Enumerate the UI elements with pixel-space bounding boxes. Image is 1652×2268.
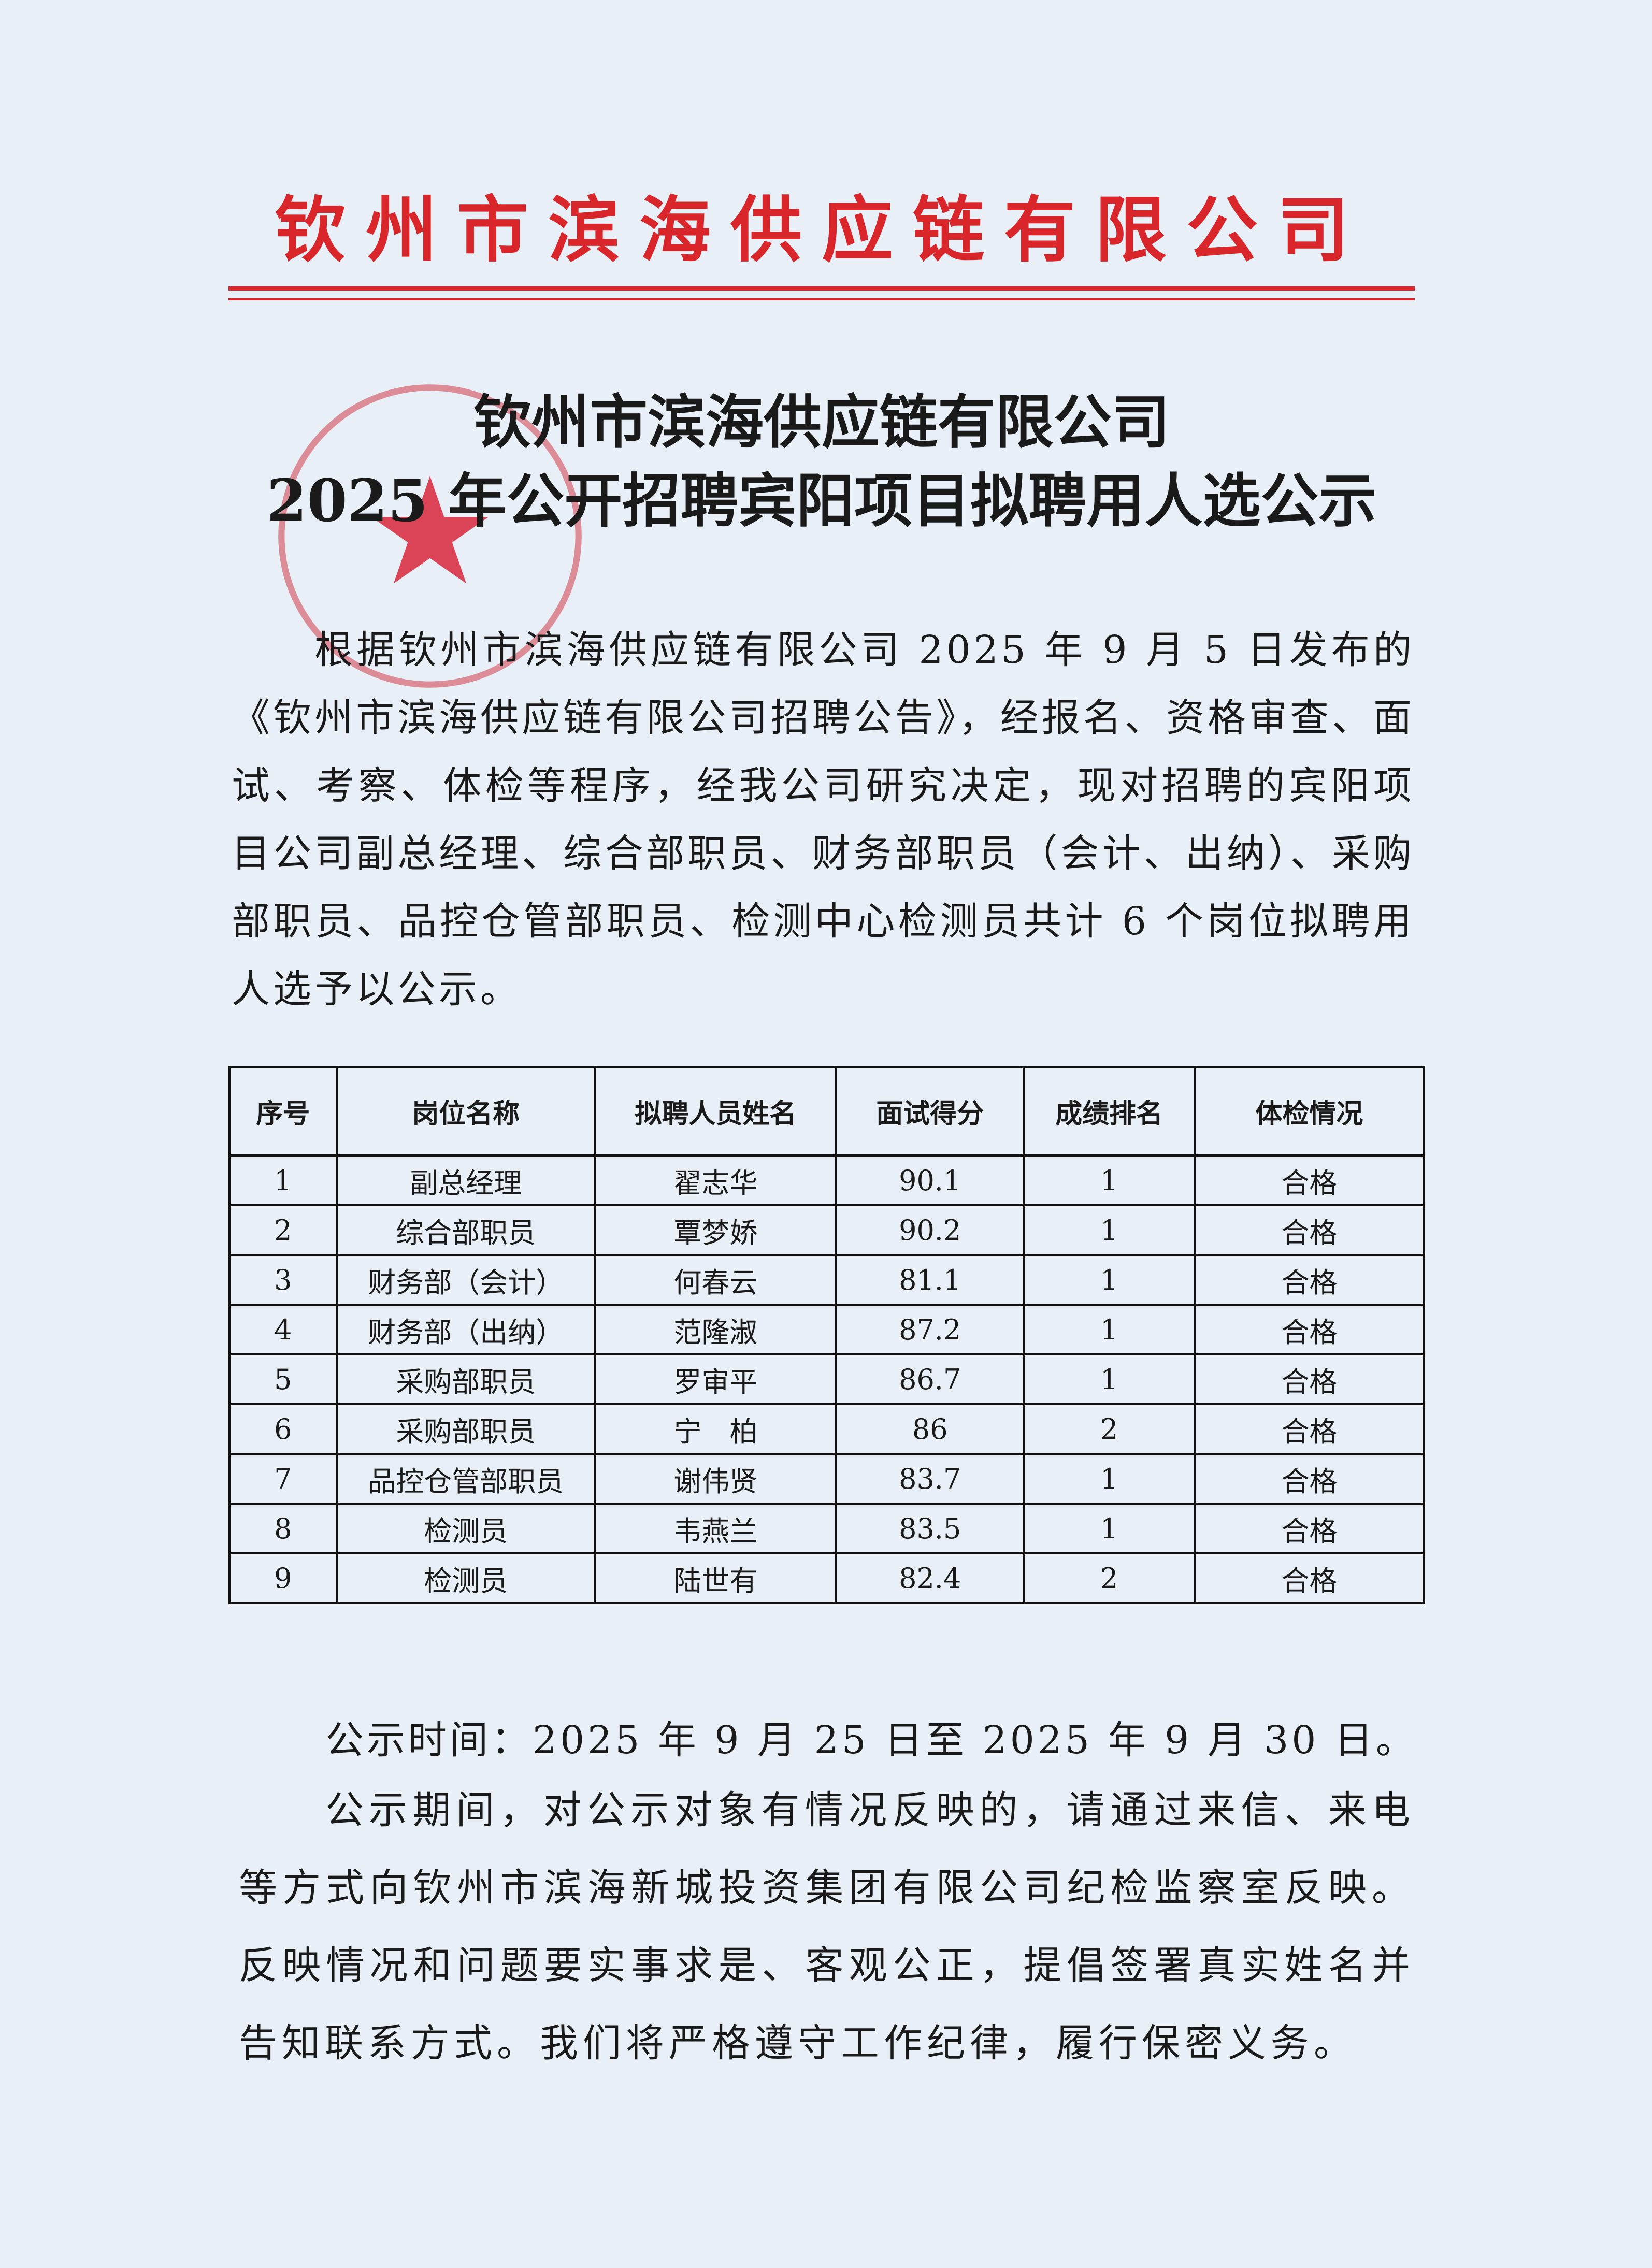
cell-position: 检测员 [335,1552,596,1604]
cell-index: 8 [228,1503,338,1554]
cell-index: 4 [228,1304,338,1355]
cell-rank: 2 [1023,1552,1196,1604]
body-paragraph: 根据钦州市滨海供应链有限公司 2025 年 9 月 5 日发布的《钦州市滨海供应… [232,628,1415,1012]
cell-index: 6 [228,1403,338,1455]
cell-index: 9 [228,1552,338,1604]
cell-score: 90.2 [835,1204,1025,1256]
cell-position: 品控仓管部职员 [335,1453,596,1505]
cell-index: 5 [228,1353,338,1405]
document-title: 钦州市滨海供应链有限公司 2025 年公开招聘宾阳项目拟聘用人选公示 [228,383,1415,541]
cell-rank: 1 [1023,1204,1196,1256]
table-row: 2 综合部职员 覃梦娇 90.2 1 合格 [228,1204,1426,1256]
cell-name: 宁 柏 [594,1403,837,1455]
title-line-1: 钦州市滨海供应链有限公司 [473,388,1170,456]
cell-index: 7 [228,1453,338,1505]
cell-index: 1 [228,1154,338,1206]
cell-medical: 合格 [1193,1254,1426,1306]
table-row: 5 采购部职员 罗审平 86.7 1 合格 [228,1353,1426,1405]
header-rank: 成绩排名 [1023,1066,1196,1157]
cell-medical: 合格 [1193,1353,1426,1405]
cell-rank: 2 [1023,1403,1196,1455]
cell-position: 副总经理 [335,1154,596,1206]
cell-score: 90.1 [835,1154,1025,1206]
cell-medical: 合格 [1193,1403,1426,1455]
letterhead-divider-thin [228,298,1415,300]
cell-index: 2 [228,1204,338,1256]
cell-name: 何春云 [594,1254,837,1306]
table-row: 9 检测员 陆世有 82.4 2 合格 [228,1552,1426,1604]
company-seal-stamp [278,384,582,688]
cell-rank: 1 [1023,1453,1196,1505]
cell-position: 财务部（出纳） [335,1304,596,1355]
header-index: 序号 [228,1066,338,1157]
table-row: 8 检测员 韦燕兰 83.5 1 合格 [228,1503,1426,1554]
cell-score: 87.2 [835,1304,1025,1355]
cell-index: 3 [228,1254,338,1306]
cell-name: 陆世有 [594,1552,837,1604]
table-row: 1 副总经理 翟志华 90.1 1 合格 [228,1154,1426,1206]
table-row: 4 财务部（出纳） 范隆淑 87.2 1 合格 [228,1304,1426,1355]
cell-medical: 合格 [1193,1503,1426,1554]
header-position: 岗位名称 [335,1066,596,1157]
cell-medical: 合格 [1193,1552,1426,1604]
cell-name: 罗审平 [594,1353,837,1405]
cell-rank: 1 [1023,1503,1196,1554]
cell-name: 谢伟贤 [594,1453,837,1505]
table-header-row: 序号 岗位名称 拟聘人员姓名 面试得分 成绩排名 体检情况 [228,1066,1426,1157]
cell-score: 86.7 [835,1353,1025,1405]
cell-medical: 合格 [1193,1304,1426,1355]
letterhead-divider-thick [228,286,1415,291]
cell-score: 81.1 [835,1254,1025,1306]
cell-position: 检测员 [335,1503,596,1554]
cell-position: 采购部职员 [335,1403,596,1455]
cell-score: 83.5 [835,1503,1025,1554]
header-score: 面试得分 [835,1066,1025,1157]
header-medical: 体检情况 [1193,1066,1426,1157]
seal-star-icon [371,476,489,584]
cell-medical: 合格 [1193,1453,1426,1505]
table-row: 7 品控仓管部职员 谢伟贤 83.7 1 合格 [228,1453,1426,1505]
table-row: 6 采购部职员宁 柏 86 2 合格 [228,1403,1426,1455]
letterhead-company-name: 钦州市滨海供应链有限公司 [274,189,1369,272]
cell-medical: 合格 [1193,1154,1426,1206]
table-row: 3 财务部（会计） 何春云 81.1 1 合格 [228,1254,1426,1306]
publicity-period: 公示时间：2025 年 9 月 25 日至 2025 年 9 月 30 日。 [325,1718,1417,1763]
cell-position: 综合部职员 [335,1204,596,1256]
cell-rank: 1 [1023,1254,1196,1306]
cell-rank: 1 [1023,1154,1196,1206]
cell-name: 翟志华 [594,1154,837,1206]
candidates-table: 序号 岗位名称 拟聘人员姓名 面试得分 成绩排名 体检情况 1 副总经理 翟志华 90… [228,1066,1426,1604]
cell-position: 采购部职员 [335,1353,596,1405]
cell-score: 83.7 [835,1453,1025,1505]
cell-medical: 合格 [1193,1204,1426,1256]
cell-position: 财务部（会计） [335,1254,596,1306]
header-name: 拟聘人员姓名 [594,1066,837,1157]
cell-name: 韦燕兰 [594,1503,837,1554]
cell-name: 覃梦娇 [594,1204,837,1256]
cell-name: 范隆淑 [594,1304,837,1355]
cell-score: 86 [835,1403,1025,1455]
cell-rank: 1 [1023,1304,1196,1355]
cell-score: 82.4 [835,1552,1025,1604]
cell-rank: 1 [1023,1353,1196,1405]
notice-paragraph: 公示期间，对公示对象有情况反映的，请通过来信、来电等方式向钦州市滨海新城投资集团… [239,1788,1415,2065]
title-line-2: 2025 年公开招聘宾阳项目拟聘用人选公示 [266,467,1377,535]
